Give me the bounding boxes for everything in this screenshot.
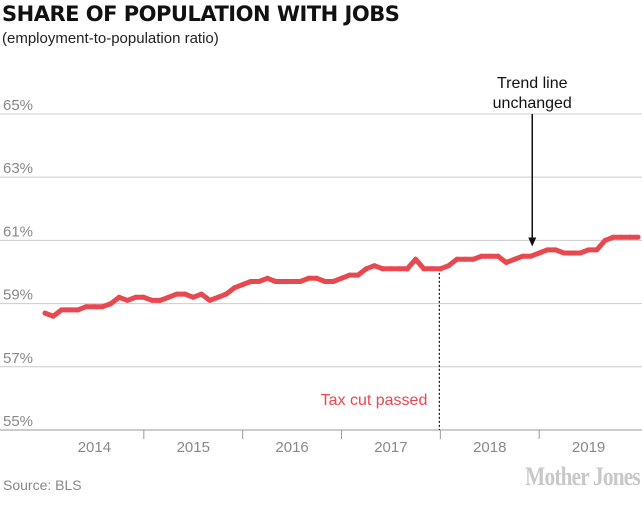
data-point [256, 279, 262, 284]
data-point [264, 275, 270, 281]
data-point [602, 237, 608, 243]
x-tick-label: 2016 [275, 439, 308, 456]
data-point [627, 234, 633, 240]
data-point [520, 253, 526, 259]
data-point [306, 275, 312, 281]
data-point [470, 256, 476, 262]
data-point [495, 253, 501, 259]
data-point [544, 247, 550, 253]
data-point [108, 301, 114, 307]
data-point [610, 234, 616, 240]
data-point [248, 279, 254, 284]
data-point [116, 294, 122, 300]
data-point [569, 250, 575, 256]
data-point [429, 266, 435, 272]
data-point [231, 285, 237, 291]
data-point [67, 307, 73, 313]
data-point [322, 279, 328, 284]
data-point [536, 250, 542, 256]
data-point [561, 250, 567, 256]
data-point [594, 247, 600, 253]
data-point [149, 297, 155, 303]
chart-subtitle: (employment-to-population ratio) [2, 30, 219, 47]
data-point [91, 304, 97, 310]
data-point [330, 279, 336, 284]
x-tick-label: 2014 [78, 439, 111, 456]
data-point [174, 291, 180, 297]
data-point [479, 253, 484, 259]
y-tick-label: 55% [3, 413, 33, 430]
data-point [124, 297, 130, 303]
data-point [577, 250, 583, 256]
data-point [487, 253, 493, 259]
x-tick-label: 2015 [177, 439, 210, 456]
data-point [512, 256, 517, 262]
data-point [273, 279, 279, 284]
y-tick-label: 57% [3, 350, 33, 367]
x-tick-label: 2017 [374, 439, 407, 456]
data-point [100, 304, 106, 310]
data-point [240, 282, 246, 288]
data-point [297, 279, 303, 284]
data-point [404, 266, 410, 272]
data-point [157, 297, 163, 303]
data-point [462, 256, 468, 262]
publisher-logo: Mother Jones [525, 462, 641, 491]
data-point [586, 247, 592, 253]
data-point [421, 266, 427, 272]
data-point [42, 310, 48, 316]
data-point [50, 313, 56, 319]
data-point [215, 294, 221, 300]
chart-title: SHARE OF POPULATION WITH JOBS [2, 2, 400, 26]
data-point [141, 294, 147, 300]
data-point [133, 294, 139, 300]
data-point [182, 291, 188, 297]
data-point [553, 247, 559, 253]
y-tick-label: 63% [3, 160, 33, 177]
data-point [446, 263, 452, 269]
y-tick-label: 61% [3, 223, 33, 240]
data-point [437, 266, 443, 272]
data-point [199, 291, 204, 297]
trend-annotation-line2: unchanged [493, 95, 572, 112]
data-point [396, 266, 402, 272]
data-point [388, 266, 394, 272]
data-point [371, 263, 377, 269]
data-point [503, 260, 509, 265]
data-point [619, 234, 624, 240]
data-point [454, 256, 460, 262]
data-point [380, 266, 386, 272]
data-point [314, 275, 320, 281]
source-note: Source: BLS [3, 477, 82, 493]
x-tick-label: 2019 [572, 439, 605, 456]
data-point [635, 234, 641, 240]
data-point [190, 294, 196, 300]
trend-annotation-line1: Trend line [497, 75, 568, 92]
data-point [528, 253, 534, 259]
y-tick-label: 65% [3, 97, 33, 114]
data-point [355, 272, 361, 278]
y-tick-label: 59% [3, 287, 33, 304]
data-point [166, 294, 171, 300]
data-point [413, 256, 419, 262]
data-point [289, 279, 295, 284]
data-point [339, 275, 344, 281]
data-point [207, 297, 213, 303]
data-point [223, 291, 229, 297]
data-point [83, 304, 89, 310]
trend-arrow-head [528, 237, 537, 247]
tax-cut-label: Tax cut passed [321, 392, 428, 409]
data-point [363, 266, 369, 272]
data-point [347, 272, 353, 278]
data-point [75, 307, 81, 313]
x-tick-label: 2018 [473, 439, 506, 456]
data-point [59, 307, 64, 313]
data-point [281, 279, 287, 284]
